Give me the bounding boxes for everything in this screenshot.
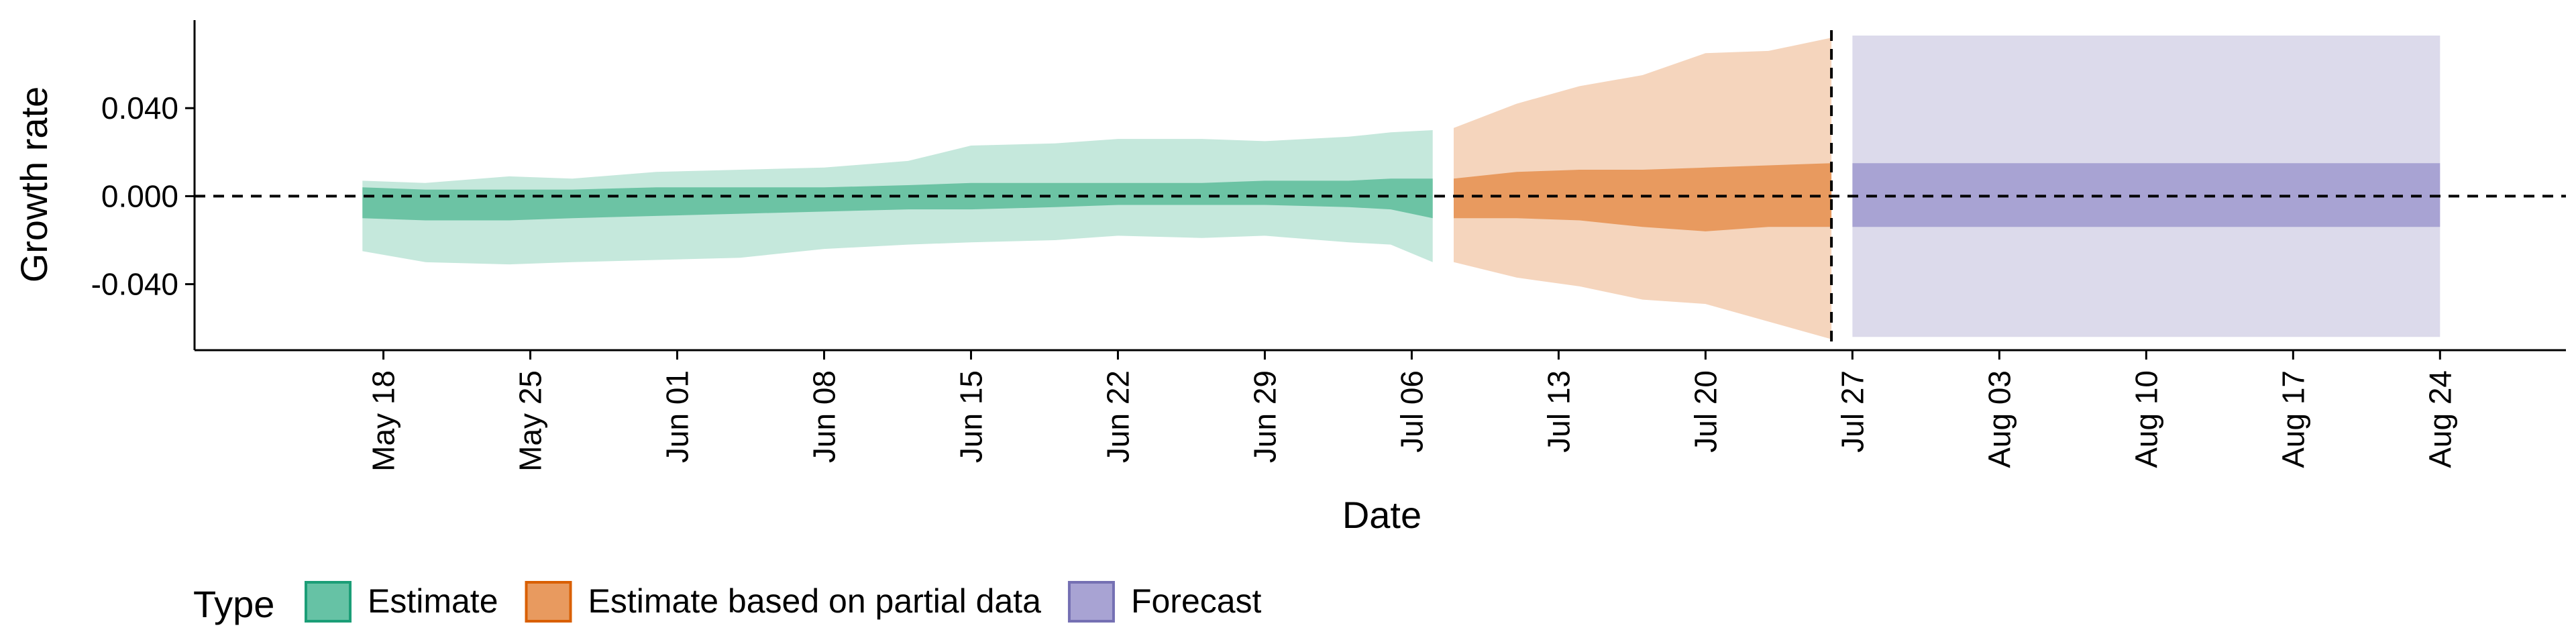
x-tick-label: Aug 17 — [2275, 370, 2310, 468]
x-tick-label: Jul 13 — [1541, 370, 1576, 453]
legend-title: Type — [193, 583, 274, 625]
x-tick-label: Jul 06 — [1394, 370, 1429, 453]
x-tick-label: Jul 20 — [1688, 370, 1723, 453]
x-tick-label: Jun 01 — [660, 370, 695, 463]
legend-label-estimate-based-on-partial-data: Estimate based on partial data — [588, 582, 1042, 620]
band-inner-forecast — [1852, 163, 2440, 227]
x-tick-label: Jun 22 — [1101, 370, 1136, 463]
x-tick-label: Aug 24 — [2422, 370, 2457, 468]
x-axis-label: Date — [1342, 494, 1421, 536]
y-tick-label: 0.000 — [101, 178, 178, 213]
band-inner-estimate — [362, 178, 1433, 221]
x-tick-label: Aug 03 — [1982, 370, 2017, 468]
y-tick-label: 0.040 — [101, 91, 178, 125]
x-tick-label: Jun 08 — [807, 370, 842, 463]
x-tick-label: Aug 10 — [2129, 370, 2163, 468]
y-axis-label: Growth rate — [13, 87, 55, 283]
x-tick-label: Jun 29 — [1247, 370, 1282, 463]
x-tick-label: May 18 — [366, 370, 401, 472]
axes-layer: -0.040 0.000 0.040 May 18 May 25 Jun 01 Jun 08… — [91, 20, 2566, 472]
x-tick-label: Jul 27 — [1835, 370, 1870, 453]
legend-label-estimate: Estimate — [368, 582, 498, 620]
legend-swatch-estimate-based-on-partial-data — [525, 581, 572, 623]
bands-layer — [362, 36, 2440, 339]
legend: Type Estimate Estimate based on partial d… — [193, 581, 1262, 625]
x-tick-label: Jun 15 — [954, 370, 989, 463]
reference-lines-layer — [195, 30, 2566, 350]
x-tick-label: May 25 — [513, 370, 548, 472]
y-tick-label: -0.040 — [91, 267, 178, 302]
legend-swatch-estimate — [305, 581, 352, 623]
legend-swatch-forecast — [1067, 581, 1115, 623]
legend-label-forecast: Forecast — [1131, 582, 1262, 620]
